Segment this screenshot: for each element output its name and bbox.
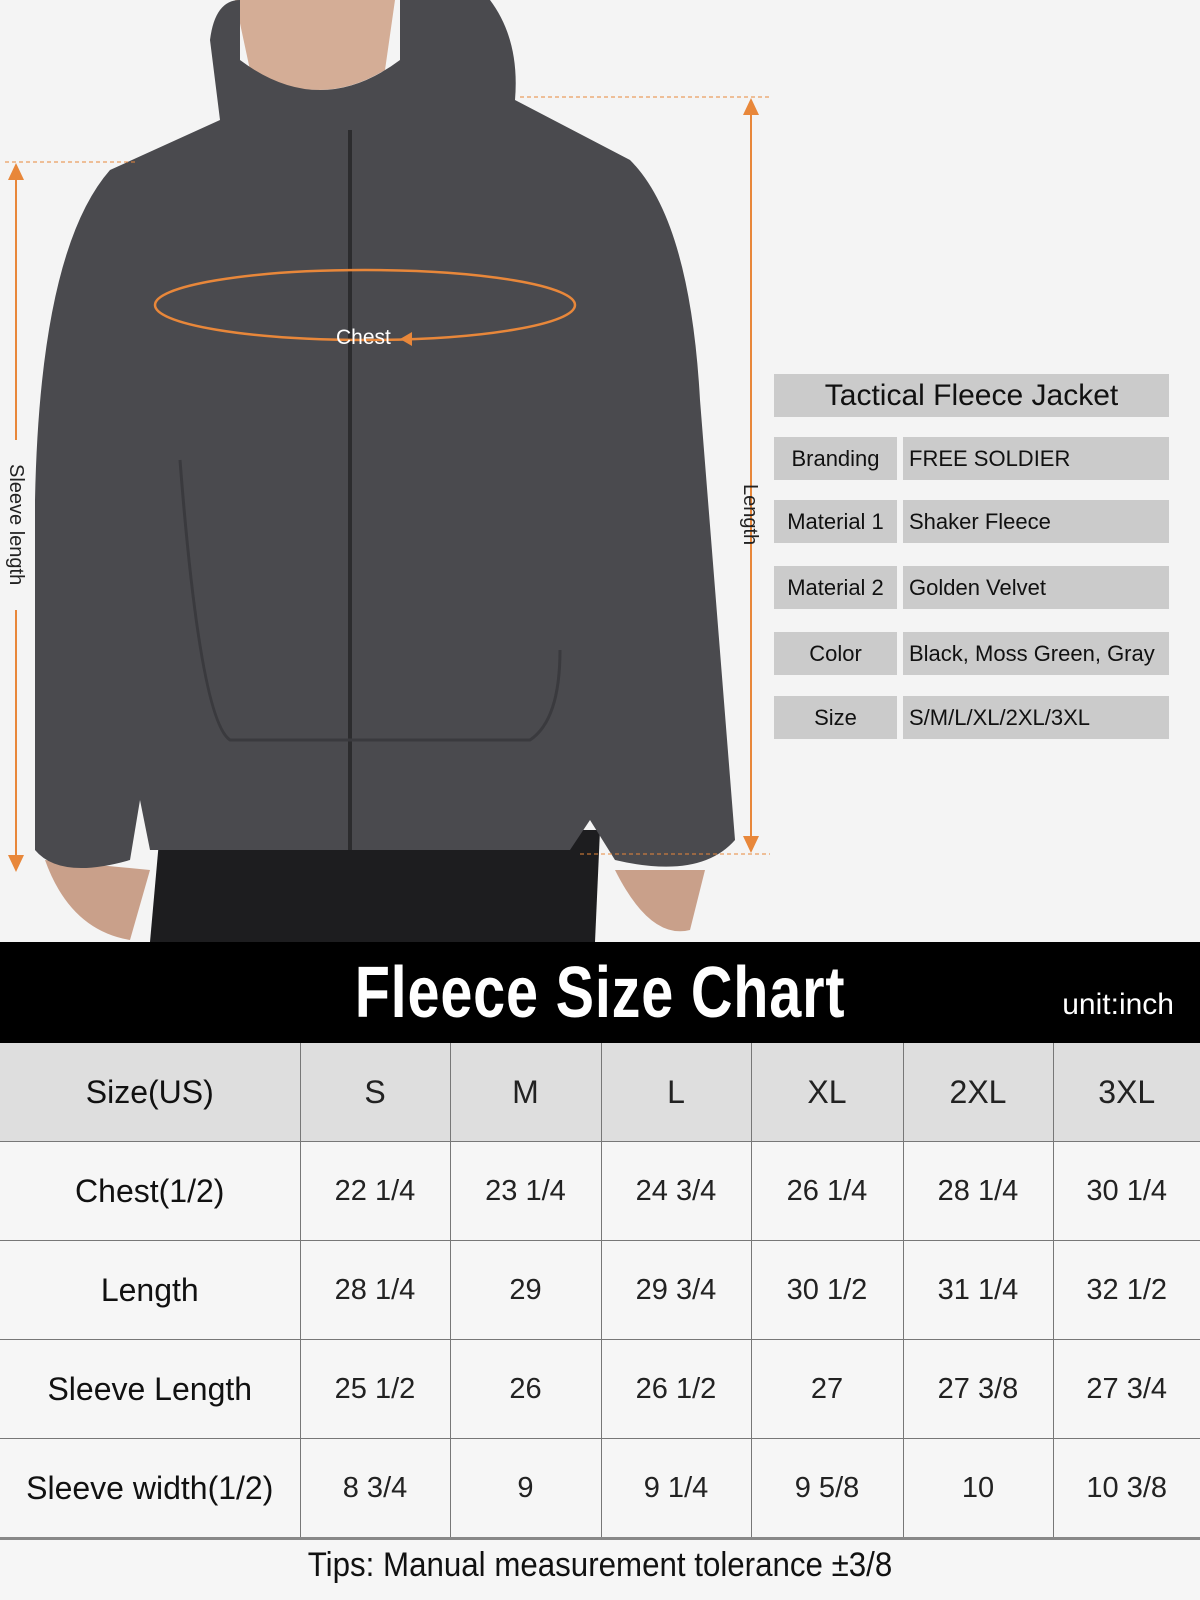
table-cell: 26 [449,1339,602,1439]
info-label-color: Color [774,632,897,675]
info-value-material-2: Golden Velvet [903,566,1169,609]
info-value-branding: FREE SOLDIER [903,437,1169,480]
table-cell: 9 1/4 [600,1438,752,1540]
table-cell: 27 3/4 [1052,1339,1200,1439]
info-value-size: S/M/L/XL/2XL/3XL [903,696,1169,739]
info-label-branding: Branding [774,437,897,480]
header-cell: L [600,1043,752,1142]
size-table: Size(US) S M L XL 2XL 3XL Chest(1/2) 22 … [0,1043,1200,1540]
table-cell: 28 1/4 [299,1240,451,1340]
table-cell: 29 [449,1240,602,1340]
table-cell: 30 1/4 [1052,1141,1200,1241]
product-title: Tactical Fleece Jacket [774,374,1169,417]
table-cell: 32 1/2 [1052,1240,1200,1340]
table-cell: 26 1/4 [750,1141,904,1241]
header-cell: 2XL [902,1043,1054,1142]
table-cell: 8 3/4 [299,1438,451,1540]
table-cell: 29 3/4 [600,1240,752,1340]
table-cell: 10 3/8 [1052,1438,1200,1540]
table-cell: 28 1/4 [902,1141,1054,1241]
header-cell: Size(US) [0,1043,301,1142]
unit-label: unit:inch [1062,988,1174,1021]
table-row: Chest(1/2) 22 1/4 23 1/4 24 3/4 26 1/4 2… [0,1141,1200,1241]
info-value-color: Black, Moss Green, Gray [903,632,1169,675]
left-hand [45,860,150,940]
header-cell: XL [750,1043,904,1142]
header-cell: 3XL [1052,1043,1200,1142]
header-cell: S [299,1043,451,1142]
info-value-material-1: Shaker Fleece [903,500,1169,543]
table-cell: 31 1/4 [902,1240,1054,1340]
table-header-row: Size(US) S M L XL 2XL 3XL [0,1043,1200,1142]
chart-title: Fleece Size Chart [354,952,846,1033]
row-header: Sleeve width(1/2) [0,1438,301,1540]
row-header: Sleeve Length [0,1339,301,1439]
table-row: Sleeve Length 25 1/2 26 26 1/2 27 27 3/8… [0,1339,1200,1439]
table-row: Sleeve width(1/2) 8 3/4 9 9 1/4 9 5/8 10… [0,1438,1200,1540]
table-row: Length 28 1/4 29 29 3/4 30 1/2 31 1/4 32… [0,1240,1200,1340]
length-label: Length [739,484,761,546]
tolerance-tip: Tips: Manual measurement tolerance ±3/8 [307,1546,893,1584]
table-cell: 9 5/8 [750,1438,904,1540]
table-cell: 27 [750,1339,904,1439]
chest-measure-ellipse [153,268,577,342]
header-cell: M [449,1043,602,1142]
table-cell: 24 3/4 [600,1141,752,1241]
table-cell: 9 [449,1438,602,1540]
info-label-material-1: Material 1 [774,500,897,543]
right-hand [615,870,705,932]
table-cell: 26 1/2 [600,1339,752,1439]
row-header: Length [0,1240,301,1340]
table-cell: 10 [902,1438,1054,1540]
table-cell: 25 1/2 [299,1339,451,1439]
table-cell: 22 1/4 [299,1141,451,1241]
table-cell: 23 1/4 [449,1141,602,1241]
table-cell: 30 1/2 [750,1240,904,1340]
info-label-size: Size [774,696,897,739]
sleeve-length-label: Sleeve length [5,464,27,586]
pants [150,830,600,942]
table-cell: 27 3/8 [902,1339,1054,1439]
face [235,0,395,90]
chest-label: Chest [336,326,391,349]
chart-title-band [0,942,1200,1043]
info-label-material-2: Material 2 [774,566,897,609]
row-header: Chest(1/2) [0,1141,301,1241]
